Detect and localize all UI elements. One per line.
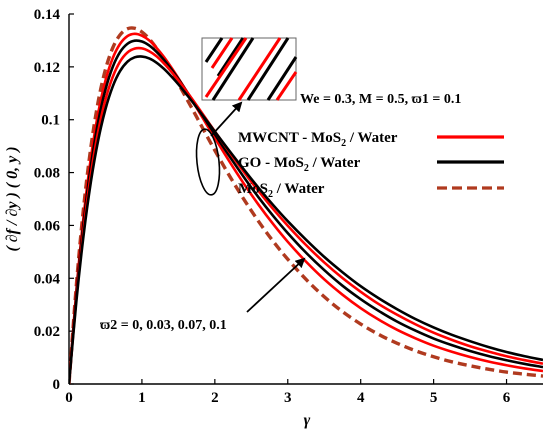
x-tick-label: 0 [65, 390, 73, 406]
zoom-inset-line-5 [211, 37, 255, 101]
zoom-inset-lines [204, 37, 298, 101]
y-tick-label: 0.02 [34, 324, 60, 340]
axis-ticks: 0 1 2 3 4 5 6 0 0.02 0.04 0.06 0.08 0.1 0.12 0.14 [34, 7, 511, 406]
x-tick-label: 3 [284, 390, 292, 406]
legend-label-2: GO - MoS2 / Water [238, 155, 361, 174]
y-tick-label: 0.14 [34, 7, 61, 23]
y-tick-label: 0.06 [34, 218, 61, 234]
zoom-inset-line-9 [275, 71, 298, 101]
legend: MWCNT - MoS2 / Water GO - MoS2 / Water MoS… [238, 130, 504, 200]
legend-label-3: MoS2 / Water [238, 181, 325, 200]
series-line-1 [69, 26, 543, 384]
x-tick-label: 1 [138, 390, 146, 406]
zoom-inset [201, 37, 298, 101]
zoom-inset-line-7 [246, 37, 290, 101]
varpi2-annotation: ϖ2 = 0, 0.03, 0.07, 0.1 [100, 318, 227, 333]
zoom-inset-line-3 [216, 37, 245, 77]
x-tick-label: 4 [357, 390, 365, 406]
zoom-inset-line-2 [210, 37, 234, 69]
zoom-inset-arrow [210, 101, 243, 137]
zoom-inset-line-4 [204, 37, 248, 98]
y-tick-label: 0 [53, 377, 61, 393]
zoom-inset-line-6 [237, 37, 282, 101]
x-tick-label: 2 [211, 390, 219, 406]
zoom-region-ellipse [195, 128, 221, 196]
y-tick-label: 0.08 [34, 166, 60, 182]
series-line-5 [69, 55, 543, 384]
y-axis-title: ( ∂f / ∂y ) ( 0, y ) [4, 146, 21, 251]
varpi2-direction-arrow [246, 257, 306, 313]
y-tick-label: 0.12 [34, 60, 60, 76]
x-tick-label: 6 [503, 390, 511, 406]
x-axis-title: γ [304, 412, 311, 429]
x-tick-label: 5 [430, 390, 438, 406]
series-layer [69, 26, 543, 384]
zoom-inset-line-8 [266, 56, 298, 101]
y-tick-label: 0.04 [34, 271, 61, 287]
parameter-annotation: We = 0.3, M = 0.5, ϖ1 = 0.1 [300, 92, 461, 107]
legend-label-1: MWCNT - MoS2 / Water [238, 130, 398, 149]
series-line-2 [69, 32, 543, 384]
y-tick-label: 0.1 [41, 113, 60, 129]
zoom-inset-line-1 [204, 37, 224, 63]
